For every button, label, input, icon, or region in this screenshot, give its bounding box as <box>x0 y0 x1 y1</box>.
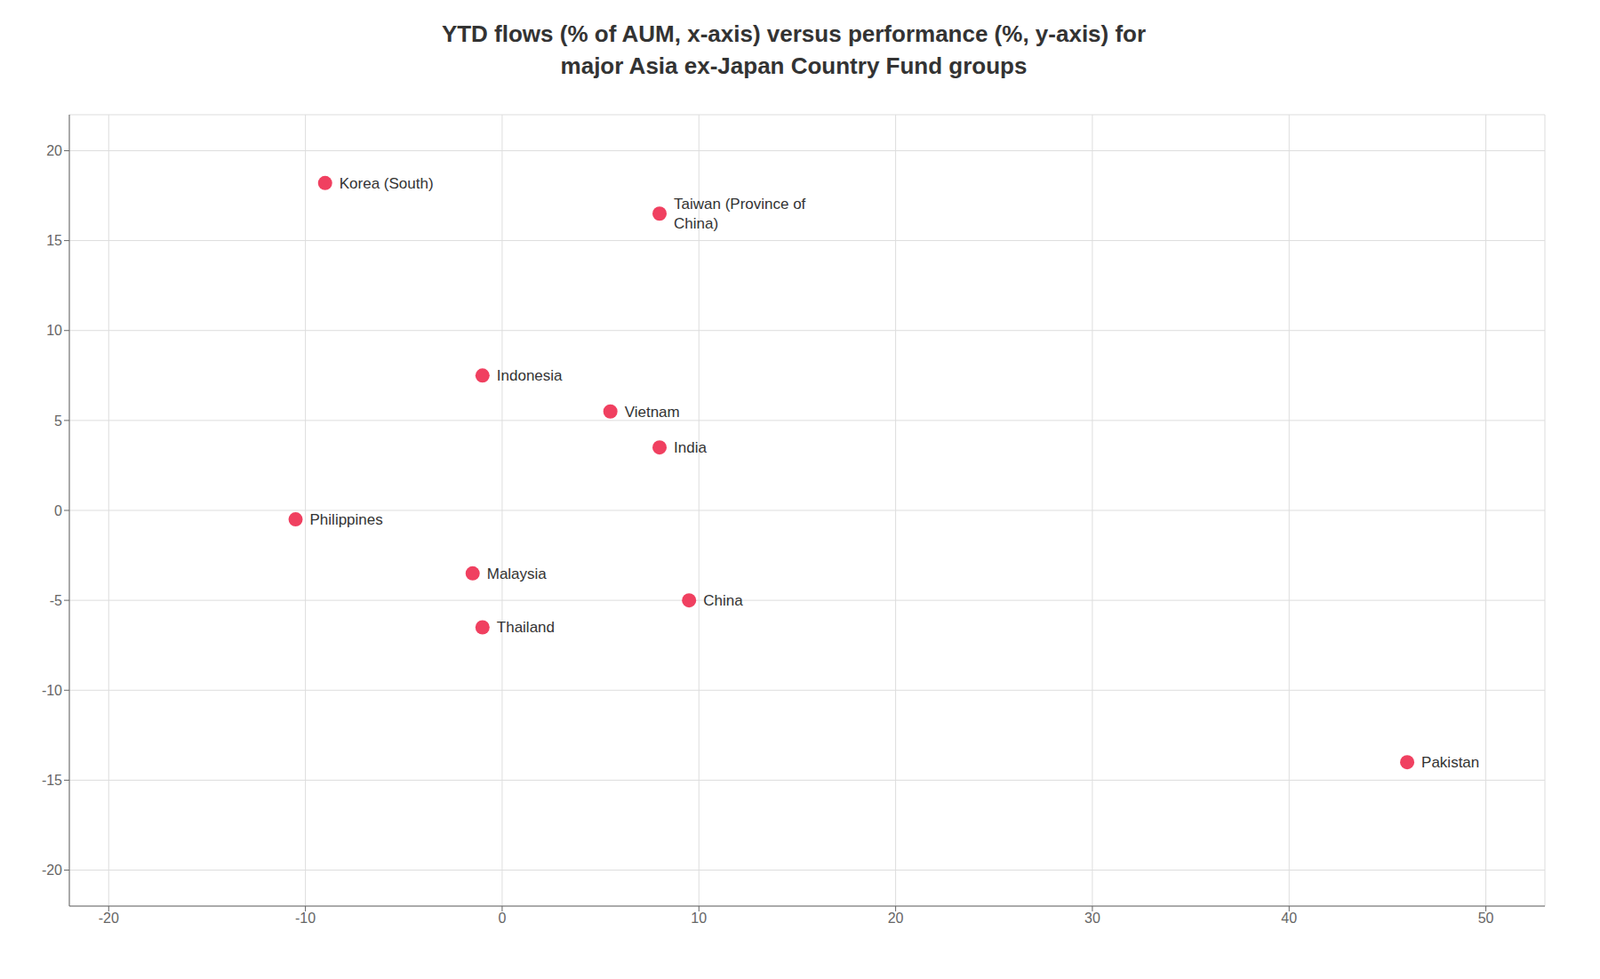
svg-text:Indonesia: Indonesia <box>496 367 563 384</box>
svg-text:0: 0 <box>54 502 63 518</box>
svg-text:40: 40 <box>1280 910 1297 926</box>
svg-text:Korea (South): Korea (South) <box>339 174 434 192</box>
svg-text:Philippines: Philippines <box>310 510 384 528</box>
svg-text:Pakistan: Pakistan <box>1421 752 1480 770</box>
svg-text:China: China <box>703 591 744 608</box>
svg-text:-20: -20 <box>98 910 120 926</box>
svg-text:-20: -20 <box>41 862 63 878</box>
svg-text:10: 10 <box>46 322 63 338</box>
svg-text:30: 30 <box>1084 910 1101 926</box>
svg-text:Taiwan (Province ofChina): Taiwan (Province ofChina) <box>673 194 807 232</box>
svg-text:-5: -5 <box>49 592 63 608</box>
svg-text:-15: -15 <box>41 772 63 788</box>
svg-text:Malaysia: Malaysia <box>487 564 548 582</box>
svg-text:10: 10 <box>690 910 707 926</box>
svg-text:50: 50 <box>1478 910 1495 926</box>
svg-text:20: 20 <box>888 910 904 926</box>
svg-text:Thailand: Thailand <box>496 618 555 636</box>
svg-text:Vietnam: Vietnam <box>624 402 680 420</box>
svg-text:15: 15 <box>46 232 63 248</box>
svg-text:5: 5 <box>54 412 63 428</box>
svg-text:-10: -10 <box>295 910 316 926</box>
svg-text:India: India <box>673 438 707 456</box>
html-text:YTD flows (% of AUM, x-axis) v: YTD flows (% of AUM, x-axis) versus perf… <box>441 20 1146 80</box>
svg-text:20: 20 <box>46 143 63 159</box>
svg-text:-10: -10 <box>41 682 63 698</box>
svg-text:0: 0 <box>497 910 506 926</box>
